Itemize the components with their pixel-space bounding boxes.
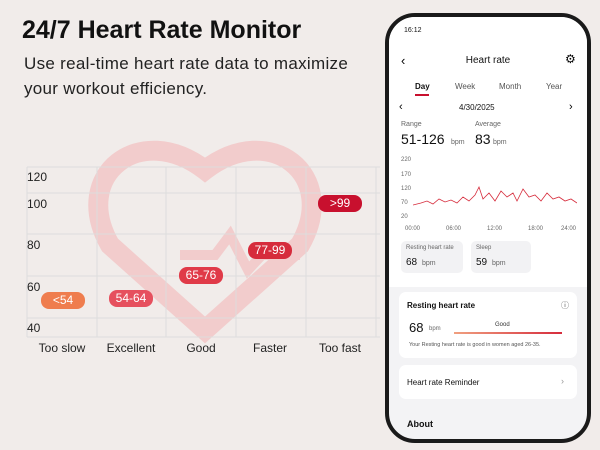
card-unit: bpm [492,260,506,267]
reminder[interactable]: Heart rate Reminder [407,378,480,387]
card [401,241,463,273]
category: Excellent [106,341,156,355]
chart-x: 18:00 [528,226,544,232]
resting-card [399,292,577,358]
range-unit: bpm [451,139,465,146]
status-bar [454,332,562,334]
chevron: › [561,376,564,386]
grid [26,166,380,338]
title: 24/7 Heart Rate Monitor [22,16,302,44]
resting-unit: bpm [429,326,441,332]
subtitle: Use real-time heart rate data to maximiz… [24,54,349,73]
status-time: 16:12 [404,27,422,34]
range-value: 51-126 [401,131,445,147]
y-label: 60 [27,280,41,294]
chart-x: 00:00 [405,226,421,232]
chart-y: 70 [401,200,408,206]
y-label: 40 [27,321,41,335]
settings[interactable]: ⚙ [565,52,576,66]
tab-underline [415,94,429,96]
chart-y: 220 [401,157,412,163]
resting-status: Good [495,322,510,328]
tab[interactable]: Year [546,82,563,91]
card-unit: bpm [422,260,436,267]
resting-value: 68 [409,320,424,335]
zone-pill: 65-76 [179,267,223,284]
card [471,241,531,273]
zone-pill: 54-64 [109,290,153,307]
resting-note: Your Resting heart rate is good in women… [409,342,541,348]
zone-pill: >99 [318,195,362,212]
average-value: 83 [475,131,491,147]
next-date[interactable]: › [569,101,573,113]
prev-date[interactable]: ‹ [399,101,403,113]
category: Good [186,341,216,355]
card-value: 59 [476,257,488,268]
reminder-card[interactable] [399,365,577,399]
chart-x: 12:00 [487,226,503,232]
y-label: 120 [27,170,48,184]
subtitle: your workout efficiency. [24,79,208,98]
range-label: Range [401,121,422,128]
chart-y: 20 [401,214,408,220]
zone-pill: <54 [41,292,85,309]
card-value: 68 [406,257,418,268]
tab[interactable]: Month [499,82,522,91]
chart-y: 170 [401,172,412,178]
average-label: Average [475,121,501,128]
back-button[interactable]: ‹ [401,53,406,68]
phone: 16:12 ‹ Heart rate ⚙ Day Week Month Year… [385,13,591,443]
info-icon[interactable]: ⓘ [561,301,569,310]
date[interactable]: 4/30/2025 [459,103,495,112]
category: Too slow [38,341,86,355]
y-label: 80 [27,238,41,252]
card-label: Resting heart rate [406,245,454,251]
card-label: Sleep [476,245,492,251]
zone-pill: 77-99 [248,242,292,259]
category: Too fast [318,341,362,355]
y-label: 100 [27,197,48,211]
heart-watermark [88,140,322,344]
average-unit: bpm [493,139,507,146]
about: About [407,419,433,429]
hr-line [413,185,577,206]
chart-y: 120 [401,186,412,192]
resting-title: Resting heart rate [407,301,476,310]
tab[interactable]: Week [455,82,476,91]
chart-x: 24:00 [561,226,577,232]
screen-title: Heart rate [465,55,511,66]
chart-x: 06:00 [446,226,462,232]
category: Faster [252,341,287,355]
tab[interactable]: Day [415,82,430,91]
